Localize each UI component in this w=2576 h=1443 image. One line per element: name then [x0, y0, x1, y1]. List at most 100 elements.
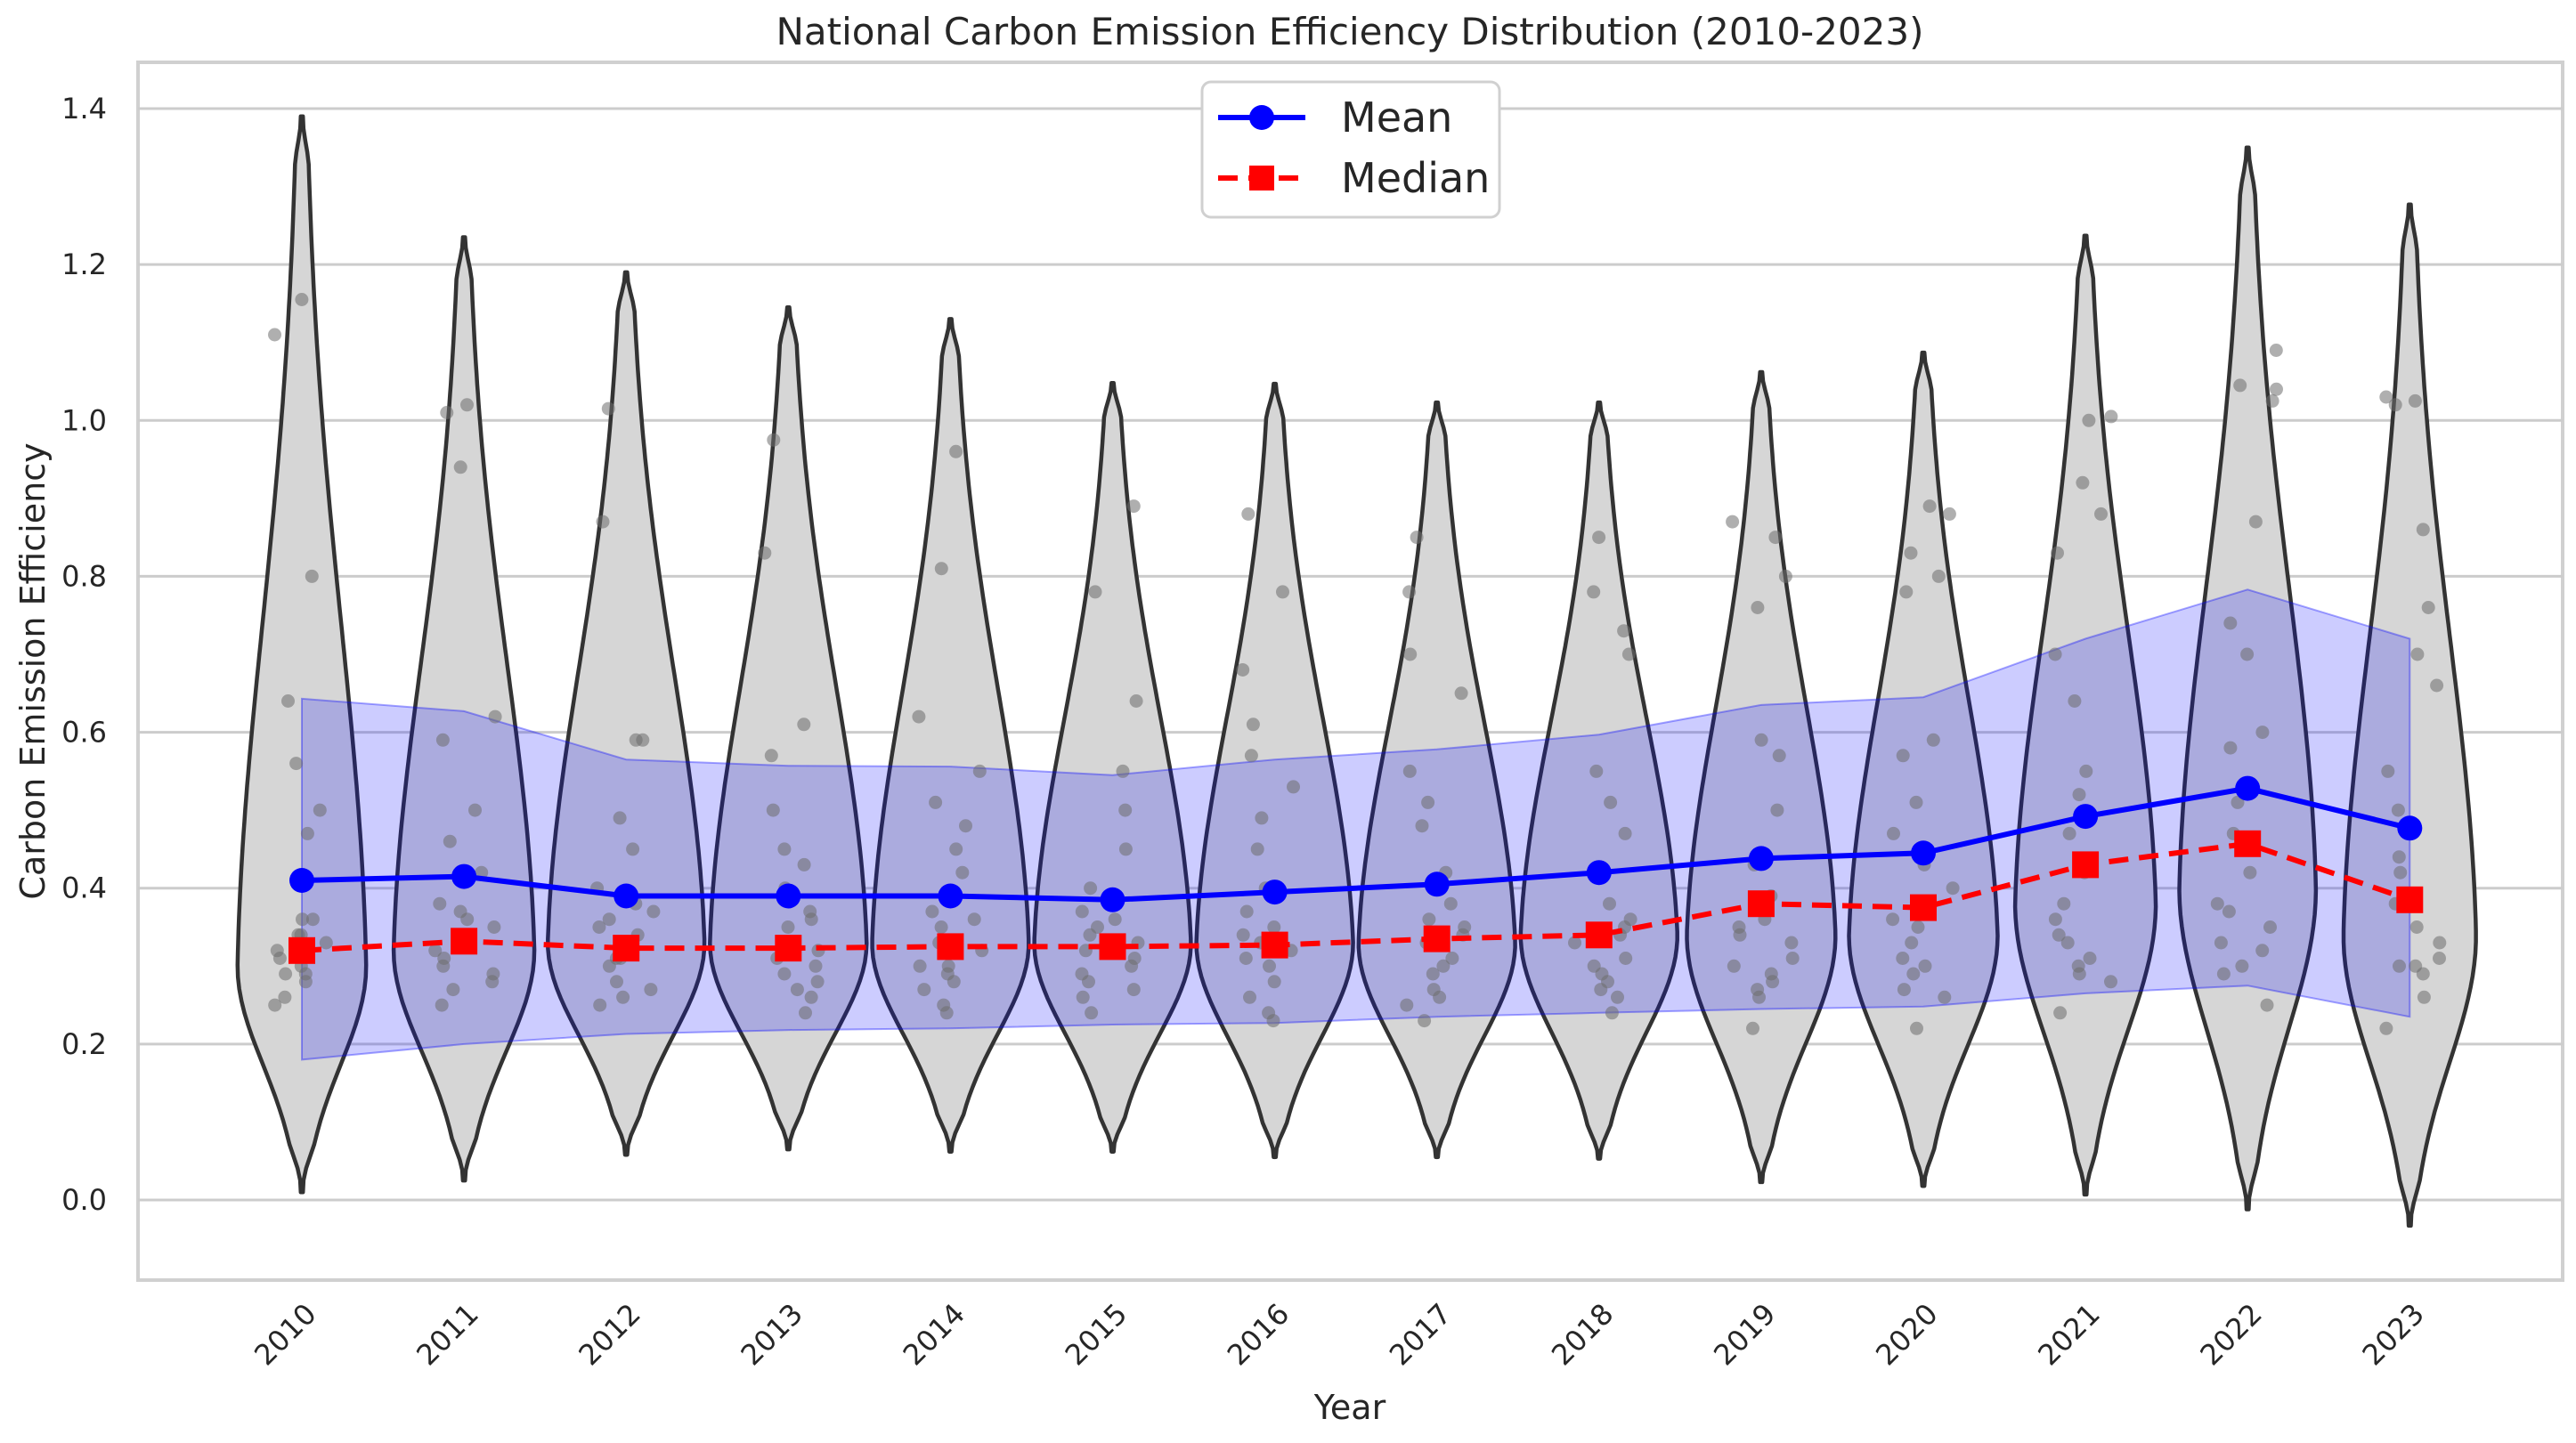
data-point	[2053, 1006, 2068, 1020]
data-point	[644, 983, 658, 997]
data-point	[1768, 531, 1783, 545]
data-point	[298, 967, 313, 981]
data-point	[613, 811, 627, 825]
data-point	[2071, 959, 2085, 973]
data-point	[1236, 928, 1250, 942]
data-point	[268, 328, 281, 342]
mean-marker-2018	[1586, 860, 1612, 886]
data-point	[453, 460, 467, 474]
data-point	[1244, 749, 1258, 763]
data-point	[278, 990, 292, 1004]
legend-mean-label: Mean	[1341, 93, 1452, 142]
data-point	[1931, 569, 1946, 583]
data-point	[2233, 378, 2247, 393]
x-tick-label: 2016	[1221, 1297, 1296, 1372]
legend-median-marker	[1249, 166, 1274, 191]
x-tick-label: 2017	[1383, 1297, 1458, 1372]
median-marker-2013	[775, 935, 802, 962]
median-marker-2011	[451, 928, 478, 955]
data-point	[804, 912, 818, 927]
data-point	[2231, 795, 2245, 809]
violin-2012	[546, 270, 707, 1157]
data-point	[1568, 936, 1581, 950]
data-point	[1418, 1014, 1432, 1028]
data-point	[797, 857, 811, 871]
data-point	[279, 967, 293, 981]
data-point	[2214, 936, 2228, 950]
x-tick-label: 2018	[1545, 1297, 1620, 1372]
data-point	[934, 920, 948, 934]
data-point	[1129, 694, 1143, 708]
data-point	[1906, 967, 1921, 981]
series-layer	[288, 775, 2424, 964]
data-point	[967, 912, 981, 927]
y-tick-label: 1.2	[61, 247, 107, 281]
std-band-layer	[301, 588, 2411, 1061]
data-point	[949, 444, 963, 458]
y-tick-label: 0.6	[61, 716, 107, 750]
data-point	[2433, 952, 2446, 965]
data-point	[939, 1006, 954, 1020]
data-point	[1619, 952, 1633, 965]
data-point	[1084, 881, 1098, 896]
x-tick-label: 2022	[2193, 1297, 2268, 1372]
x-tick-label: 2021	[2031, 1297, 2106, 1372]
x-tick-label: 2015	[1059, 1297, 1134, 1372]
violin-2016	[1194, 381, 1355, 1160]
median-marker-2020	[1910, 894, 1937, 921]
mean-marker-2022	[2235, 775, 2261, 801]
data-point	[1726, 515, 1740, 529]
data-point	[1766, 975, 1780, 989]
data-point	[2243, 865, 2257, 880]
data-point	[2083, 952, 2097, 965]
median-marker-2015	[1099, 933, 1126, 961]
data-point	[1118, 842, 1133, 856]
data-point	[1618, 826, 1632, 840]
data-point	[1784, 936, 1799, 950]
data-point	[2223, 616, 2238, 630]
data-point	[2240, 647, 2255, 661]
data-point	[1909, 795, 1923, 809]
data-point	[790, 983, 804, 997]
grid-layer	[138, 107, 2563, 1202]
data-point	[281, 694, 295, 708]
data-point	[2265, 393, 2279, 408]
data-point	[1266, 1014, 1280, 1028]
mean-marker-2013	[776, 883, 801, 909]
data-point	[1246, 717, 1260, 732]
data-point	[2393, 959, 2406, 973]
data-point	[2392, 850, 2406, 864]
data-point	[602, 912, 616, 927]
y-tick-label: 1.4	[61, 92, 107, 126]
data-point	[1603, 896, 1616, 911]
violin-2014	[870, 317, 1031, 1154]
data-point	[2430, 678, 2444, 693]
data-point	[955, 865, 970, 880]
data-point	[296, 912, 309, 927]
violin-2018	[1518, 400, 1679, 1161]
data-point	[1445, 952, 1459, 965]
data-point	[1239, 952, 1253, 965]
x-tick-label: 2011	[410, 1297, 484, 1372]
data-point	[1942, 507, 1956, 521]
data-point	[1897, 983, 1911, 997]
data-point	[2082, 413, 2096, 427]
mean-marker-2014	[938, 883, 963, 909]
data-point	[2269, 344, 2283, 357]
violin-2020	[1847, 350, 2000, 1188]
data-point	[1239, 904, 1254, 919]
data-point	[460, 912, 475, 927]
data-point	[2057, 896, 2071, 911]
data-point	[2270, 382, 2283, 396]
data-point	[313, 803, 327, 817]
data-point	[758, 546, 772, 560]
data-point	[1454, 686, 1468, 701]
data-point	[1623, 912, 1637, 927]
data-point	[468, 803, 482, 817]
data-point	[1904, 546, 1918, 560]
data-point	[949, 842, 963, 856]
mean-marker-2011	[451, 863, 477, 889]
data-point	[2391, 803, 2405, 817]
data-point	[2388, 398, 2402, 412]
